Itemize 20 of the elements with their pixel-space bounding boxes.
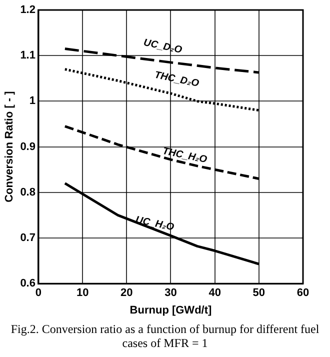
y-tick-label: 0.6 bbox=[20, 278, 36, 290]
x-tick-label: 0 bbox=[35, 287, 42, 300]
x-tick-label: 30 bbox=[164, 287, 177, 300]
x-tick-label: 10 bbox=[76, 287, 89, 300]
text: UC_D₂O bbox=[142, 37, 184, 56]
y-tick-label: 0.9 bbox=[20, 140, 36, 153]
x-tick-label: 50 bbox=[252, 287, 266, 300]
x-axis-title: Burnup [GWd/t] bbox=[130, 304, 212, 316]
x-tick-label: 40 bbox=[208, 287, 221, 300]
y-axis-title: Conversion Ratio [ - ] bbox=[4, 90, 16, 202]
text: THC_H₂O bbox=[162, 146, 208, 166]
y-tick-label: 1 bbox=[29, 95, 36, 108]
y-tick-label: 0.8 bbox=[20, 186, 36, 198]
x-tick-label: 20 bbox=[120, 287, 133, 300]
y-tick-label: 1.2 bbox=[20, 4, 36, 16]
caption: Fig.2. Conversion ratio as a function of burnup for different fuel cases of MFR = 1 bbox=[10, 322, 320, 350]
y-tick-label: 1.1 bbox=[20, 50, 36, 62]
text: THC_D₂O bbox=[154, 70, 200, 90]
y-tick-label: 0.7 bbox=[20, 232, 36, 244]
x-tick-label: 60 bbox=[296, 287, 310, 300]
